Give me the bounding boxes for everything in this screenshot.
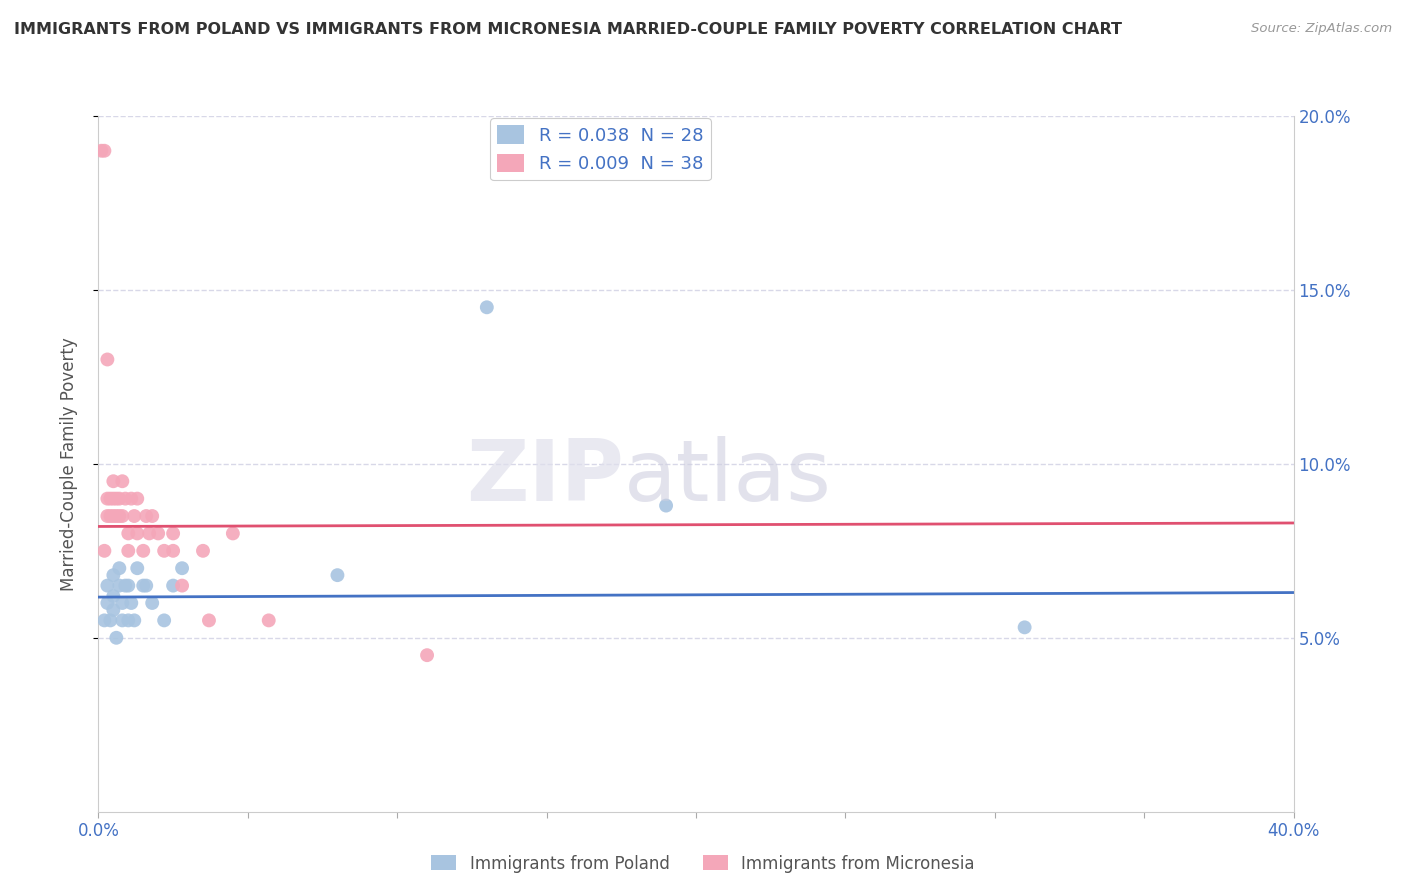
Point xyxy=(1014,620,1036,634)
Point xyxy=(117,543,139,558)
Point xyxy=(93,614,115,628)
Point xyxy=(124,508,146,523)
Text: IMMIGRANTS FROM POLAND VS IMMIGRANTS FROM MICRONESIA MARRIED-COUPLE FAMILY POVER: IMMIGRANTS FROM POLAND VS IMMIGRANTS FRO… xyxy=(14,22,1122,37)
Point xyxy=(141,508,163,523)
Point xyxy=(198,614,221,628)
Point xyxy=(108,508,131,523)
Point xyxy=(257,614,280,628)
Point xyxy=(124,614,146,628)
Point xyxy=(141,596,163,610)
Point xyxy=(93,144,115,158)
Point xyxy=(100,491,122,506)
Point xyxy=(114,578,136,592)
Point xyxy=(191,543,214,558)
Point xyxy=(132,578,155,592)
Point xyxy=(108,491,131,506)
Point xyxy=(172,561,194,575)
Point xyxy=(162,578,184,592)
Text: atlas: atlas xyxy=(624,436,832,519)
Point xyxy=(153,614,176,628)
Point xyxy=(117,578,139,592)
Point xyxy=(111,614,134,628)
Legend: R = 0.038  N = 28, R = 0.009  N = 38: R = 0.038 N = 28, R = 0.009 N = 38 xyxy=(491,118,710,180)
Point xyxy=(135,578,157,592)
Point xyxy=(96,596,118,610)
Point xyxy=(148,526,170,541)
Point xyxy=(111,508,134,523)
Point xyxy=(416,648,439,662)
Point xyxy=(111,474,134,488)
Point xyxy=(111,596,134,610)
Point xyxy=(100,614,122,628)
Point xyxy=(105,508,128,523)
Legend: Immigrants from Poland, Immigrants from Micronesia: Immigrants from Poland, Immigrants from … xyxy=(425,848,981,880)
Point xyxy=(135,508,157,523)
Point xyxy=(127,561,149,575)
Point xyxy=(117,614,139,628)
Point xyxy=(162,526,184,541)
Point xyxy=(103,603,125,617)
Point xyxy=(105,631,128,645)
Point xyxy=(132,543,155,558)
Point xyxy=(108,561,131,575)
Point xyxy=(127,491,149,506)
Point xyxy=(103,508,125,523)
Point xyxy=(100,508,122,523)
Point xyxy=(127,526,149,541)
Point xyxy=(96,352,118,367)
Y-axis label: Married-Couple Family Poverty: Married-Couple Family Poverty xyxy=(59,337,77,591)
Point xyxy=(103,491,125,506)
Point xyxy=(103,474,125,488)
Text: Source: ZipAtlas.com: Source: ZipAtlas.com xyxy=(1251,22,1392,36)
Point xyxy=(103,568,125,582)
Point xyxy=(93,543,115,558)
Point xyxy=(120,596,142,610)
Point xyxy=(114,491,136,506)
Point xyxy=(96,491,118,506)
Point xyxy=(108,578,131,592)
Point xyxy=(326,568,349,582)
Point xyxy=(117,526,139,541)
Point xyxy=(153,543,176,558)
Text: ZIP: ZIP xyxy=(467,436,624,519)
Point xyxy=(475,300,498,315)
Point xyxy=(90,144,112,158)
Point xyxy=(222,526,245,541)
Point xyxy=(103,589,125,603)
Point xyxy=(162,543,184,558)
Point xyxy=(655,499,678,513)
Point xyxy=(172,578,194,592)
Point xyxy=(96,508,118,523)
Point xyxy=(105,491,128,506)
Point xyxy=(120,491,142,506)
Point xyxy=(96,578,118,592)
Point xyxy=(138,526,160,541)
